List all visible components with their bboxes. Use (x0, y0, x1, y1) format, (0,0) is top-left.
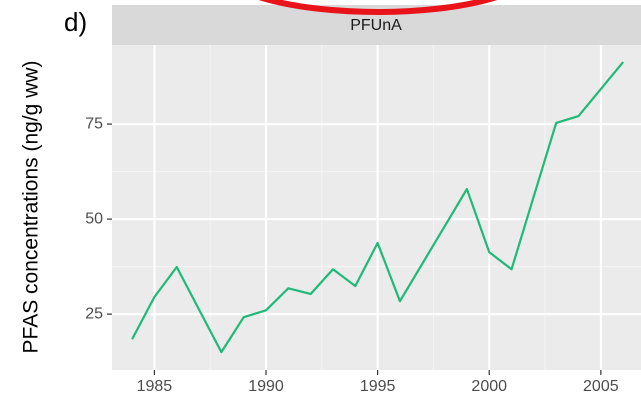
x-tick-label: 2000 (471, 378, 507, 395)
y-axis-label: PFAS concentrations (ng/g ww) (20, 61, 43, 354)
grid (112, 45, 641, 370)
strip-label: PFUnA (350, 17, 402, 34)
marks (131, 61, 624, 354)
x-tick-label: 1985 (137, 378, 173, 395)
panel (112, 45, 641, 370)
y-tick-label: 50 (85, 210, 103, 227)
panel-label: d) (64, 7, 87, 37)
y-tick-label: 25 (85, 305, 103, 322)
y-tick-label: 75 (85, 115, 103, 132)
x-tick-label: 1995 (360, 378, 396, 395)
x-tick-label: 1990 (248, 378, 284, 395)
x-tick-label: 2005 (583, 378, 619, 395)
highlight-ellipse (258, 0, 498, 15)
data-line (131, 61, 624, 354)
